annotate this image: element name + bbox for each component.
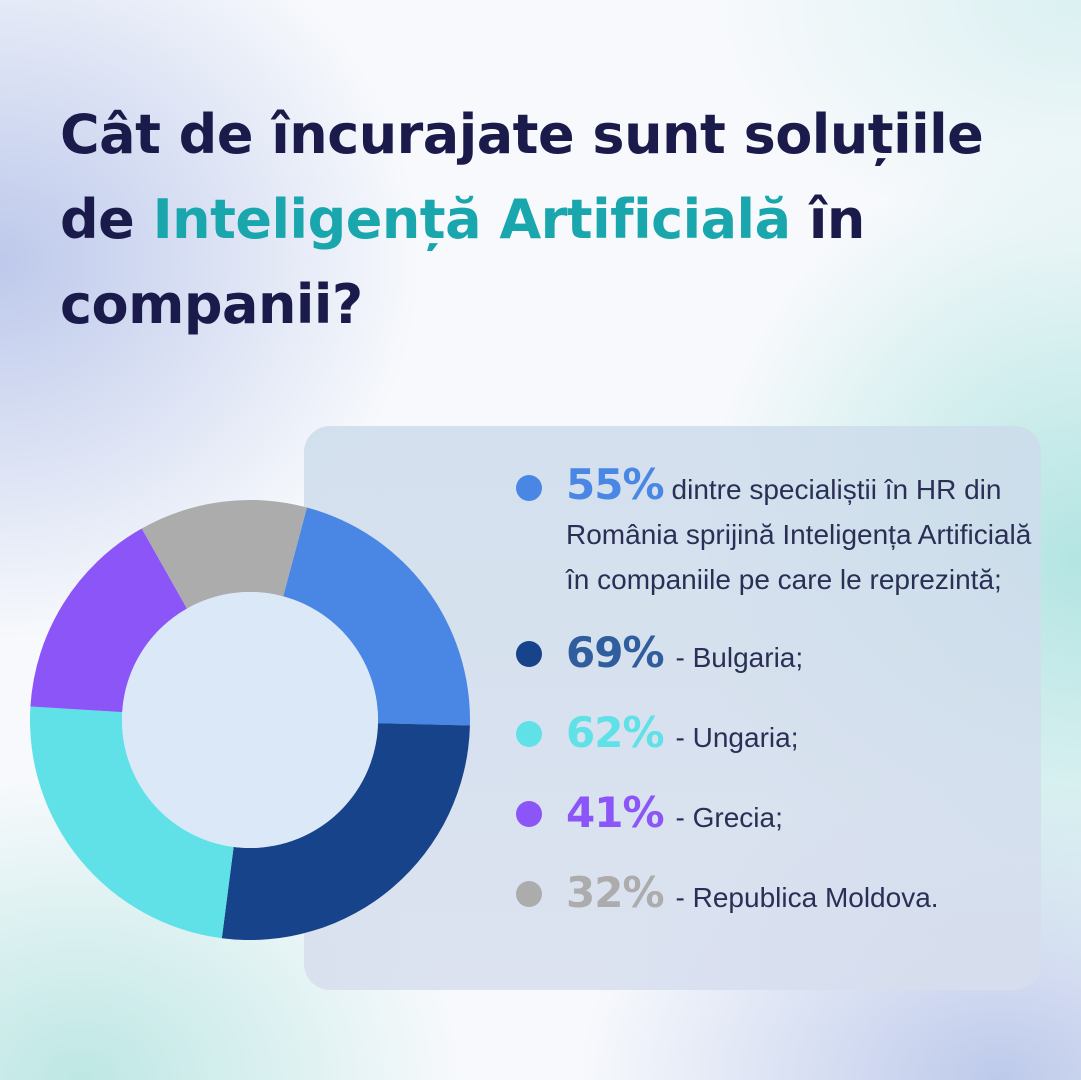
legend-description: dintre specialiștii în HR din România sp… — [566, 474, 1032, 595]
donut-slice-grecia — [30, 528, 188, 713]
donut-slice-ungaria — [30, 706, 234, 939]
legend-dot-icon — [516, 641, 542, 667]
page-title: Cât de încurajate sunt soluțiile de Inte… — [60, 92, 1050, 347]
legend-item: 62% - Ungaria; — [512, 711, 1032, 765]
legend-item: 69% - Bulgaria; — [512, 631, 1032, 685]
title-highlight: Inteligență Artificială — [152, 188, 791, 251]
legend-description: - Bulgaria; — [675, 642, 804, 673]
legend-description: - Republica Moldova. — [675, 882, 939, 913]
legend-percentage: 55% — [566, 460, 665, 509]
legend-percentage: 32% — [566, 868, 665, 917]
donut-slice-bulgaria — [221, 723, 470, 940]
legend-item: 55% dintre specialiștii în HR din România… — [512, 464, 1032, 605]
legend-description: - Grecia; — [675, 802, 783, 833]
donut-slice-republica-moldova — [141, 500, 307, 609]
legend-percentage: 69% — [566, 628, 665, 677]
legend-percentage: 41% — [566, 788, 665, 837]
legend-dot-icon — [516, 721, 542, 747]
title-text-1: Cât de încurajate sunt soluțiile de — [60, 103, 984, 251]
legend-dot-icon — [516, 881, 542, 907]
donut-hole — [122, 592, 378, 848]
legend-dot-icon — [516, 475, 542, 501]
legend-dot-icon — [516, 801, 542, 827]
legend-description: - Ungaria; — [675, 722, 799, 753]
donut-slice-românia — [283, 507, 470, 726]
title-text-2: în companii? — [60, 188, 865, 336]
legend-item: 41% - Grecia; — [512, 791, 1032, 845]
legend-percentage: 62% — [566, 708, 665, 757]
donut-chart — [30, 500, 470, 940]
legend-item: 32% - Republica Moldova. — [512, 871, 1032, 925]
chart-legend: 55% dintre specialiștii în HR din România… — [512, 464, 1032, 925]
